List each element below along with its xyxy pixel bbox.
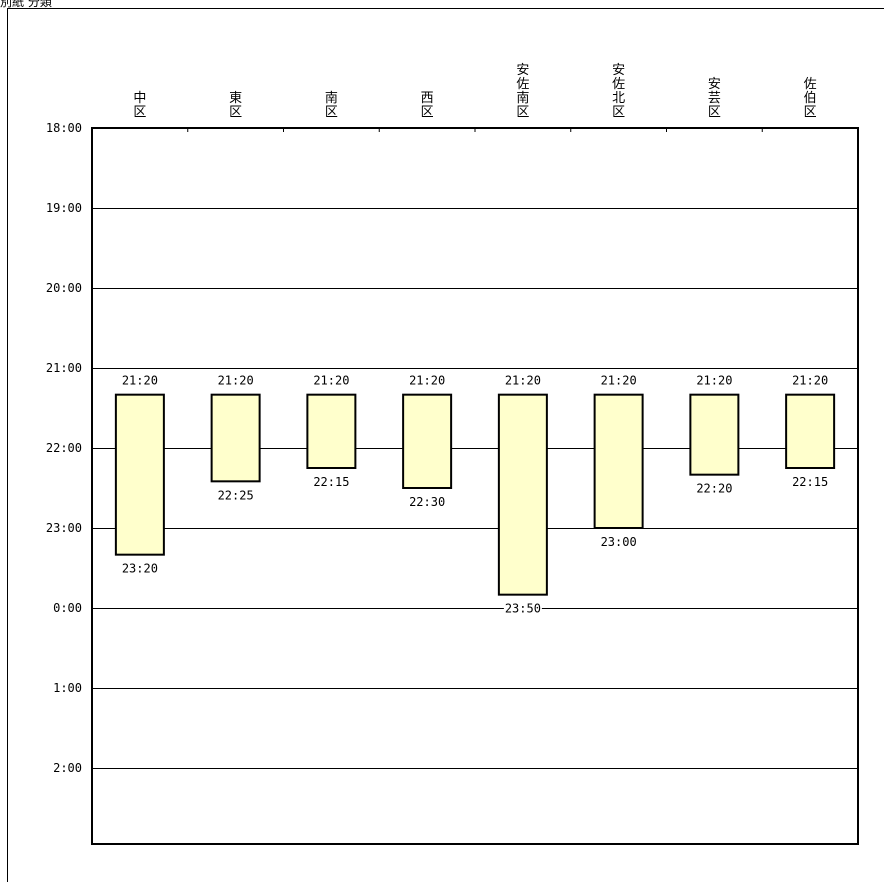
- bar-end-label-bg: [695, 481, 734, 496]
- y-tick-label: 20:00: [46, 281, 82, 295]
- bar-start-label: 21:20: [122, 374, 158, 388]
- bar-start-label: 21:20: [313, 374, 349, 388]
- category-label-char: 区: [133, 105, 146, 120]
- bar-start-label: 21:20: [505, 374, 541, 388]
- bar-end-label-bg: [312, 475, 351, 489]
- bar-end-label: 22:15: [792, 475, 828, 489]
- y-axis-labels: 18:00 19:00 20:00 21:00 22:00 23:00 0:00 1:00 2:…: [46, 121, 82, 775]
- category-label-char: 伯: [804, 91, 817, 106]
- bar-start-label: 21:20: [792, 374, 828, 388]
- bar: [593, 393, 644, 529]
- category-label-char: 佐: [516, 77, 529, 92]
- bar: [402, 393, 453, 489]
- bar-end-label-bg: [216, 488, 255, 503]
- bar: [689, 393, 740, 476]
- bar-end-label-bg: [408, 495, 447, 509]
- category-label-char: 佐: [804, 77, 817, 92]
- bar-end-label: 22:20: [696, 482, 732, 496]
- bar-start-label: 21:20: [218, 374, 254, 388]
- bar-end-label: 23:00: [601, 535, 637, 549]
- y-tick-label: 21:00: [46, 361, 82, 375]
- category-label-char: 安: [612, 63, 625, 78]
- bar-end-label-bg: [503, 601, 542, 616]
- bar-end-label: 22:30: [409, 495, 445, 509]
- bar-start-label: 21:20: [696, 374, 732, 388]
- category-label-char: 南: [516, 90, 529, 106]
- bar-end-label-bg: [599, 535, 638, 549]
- category-label-char: 区: [612, 105, 625, 120]
- plot-area-border: [91, 127, 859, 845]
- category-label-char: 南: [325, 90, 338, 106]
- y-tick-label: 18:00: [46, 121, 82, 135]
- y-tick-label: 19:00: [46, 201, 82, 215]
- bar-end-label-bg: [791, 475, 830, 489]
- bar-end-label: 22:15: [313, 475, 349, 489]
- category-label-char: 区: [804, 105, 817, 120]
- bar-start-label: 21:20: [601, 374, 637, 388]
- y-tick-label: 1:00: [53, 681, 82, 695]
- bar-end-label: 23:20: [122, 562, 158, 576]
- bar-end-label: 22:25: [218, 488, 254, 502]
- gridlines: [92, 128, 858, 769]
- bar: [114, 393, 165, 556]
- category-label: 安芸区: [708, 77, 721, 120]
- category-label-char: 区: [325, 105, 338, 120]
- page-header-text: 別紙 分類: [0, 0, 52, 9]
- category-label-char: 佐: [612, 77, 625, 92]
- bar: [210, 393, 261, 483]
- bar-end-label: 23:50: [505, 602, 541, 616]
- category-label: 中区: [133, 91, 146, 120]
- category-label-char: 中: [133, 91, 146, 106]
- category-label: 佐伯区: [804, 77, 817, 120]
- category-label: 東区: [229, 90, 242, 120]
- bar: [785, 393, 836, 469]
- y-tick-label: 22:00: [46, 441, 82, 455]
- bar-end-label-bg: [120, 561, 159, 576]
- category-label-char: 芸: [708, 90, 721, 106]
- bar: [497, 393, 548, 596]
- category-label-char: 区: [229, 105, 242, 120]
- category-label: 南区: [325, 90, 338, 120]
- category-label-char: 区: [708, 105, 721, 120]
- category-label-char: 区: [421, 105, 434, 120]
- data-labels-layer: 21:20 23:20 21:20 22:25 21:20 22:15 21:20 22:30…: [120, 374, 830, 616]
- bar: [306, 393, 357, 469]
- bar-start-label: 21:20: [409, 374, 445, 388]
- category-label-char: 区: [516, 105, 529, 120]
- category-label-char: 安: [516, 63, 529, 78]
- category-label-char: 安: [708, 77, 721, 92]
- category-label-char: 東: [229, 90, 242, 106]
- category-label-char: 北: [612, 91, 625, 106]
- bars-layer: [114, 393, 836, 596]
- category-label-char: 西: [421, 91, 434, 106]
- y-tick-label: 2:00: [53, 761, 82, 775]
- y-tick-label: 23:00: [46, 521, 82, 535]
- category-label: 西区: [421, 91, 434, 120]
- y-tick-label: 0:00: [53, 601, 82, 615]
